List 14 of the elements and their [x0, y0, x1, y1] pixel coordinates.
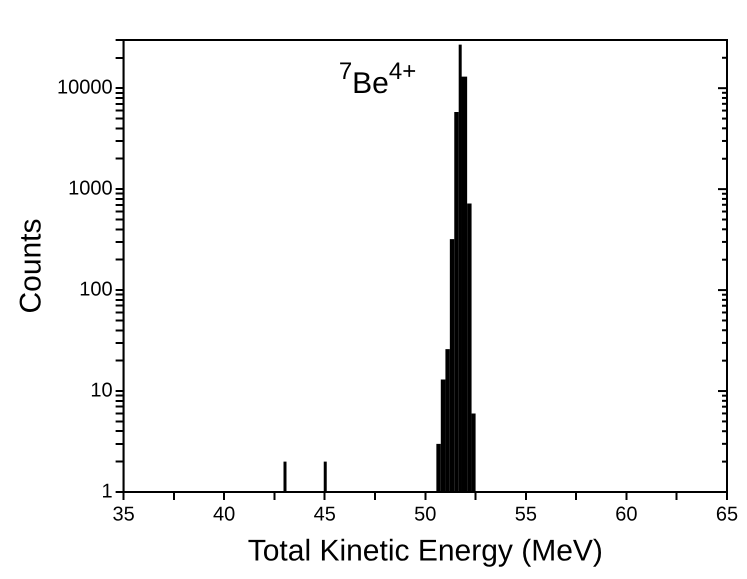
x-tick-label: 40 [213, 504, 236, 526]
x-tick-label: 55 [514, 504, 537, 526]
y-tick-label: 10000 [56, 76, 113, 99]
x-tick-label: 65 [716, 504, 738, 526]
y-tick-label: 1000 [68, 178, 113, 200]
x-tick-label: 45 [314, 504, 336, 526]
y-tick-label: 1 [101, 480, 113, 503]
y-axis-title: Counts [14, 218, 48, 314]
y-tick-label: 100 [79, 278, 113, 301]
x-tick-label: 35 [112, 504, 135, 526]
y-tick-label: 10 [90, 380, 113, 402]
x-tick-label: 50 [414, 504, 436, 526]
x-axis-title: Total Kinetic Energy (MeV) [248, 534, 603, 568]
x-tick-label: 60 [615, 504, 638, 526]
